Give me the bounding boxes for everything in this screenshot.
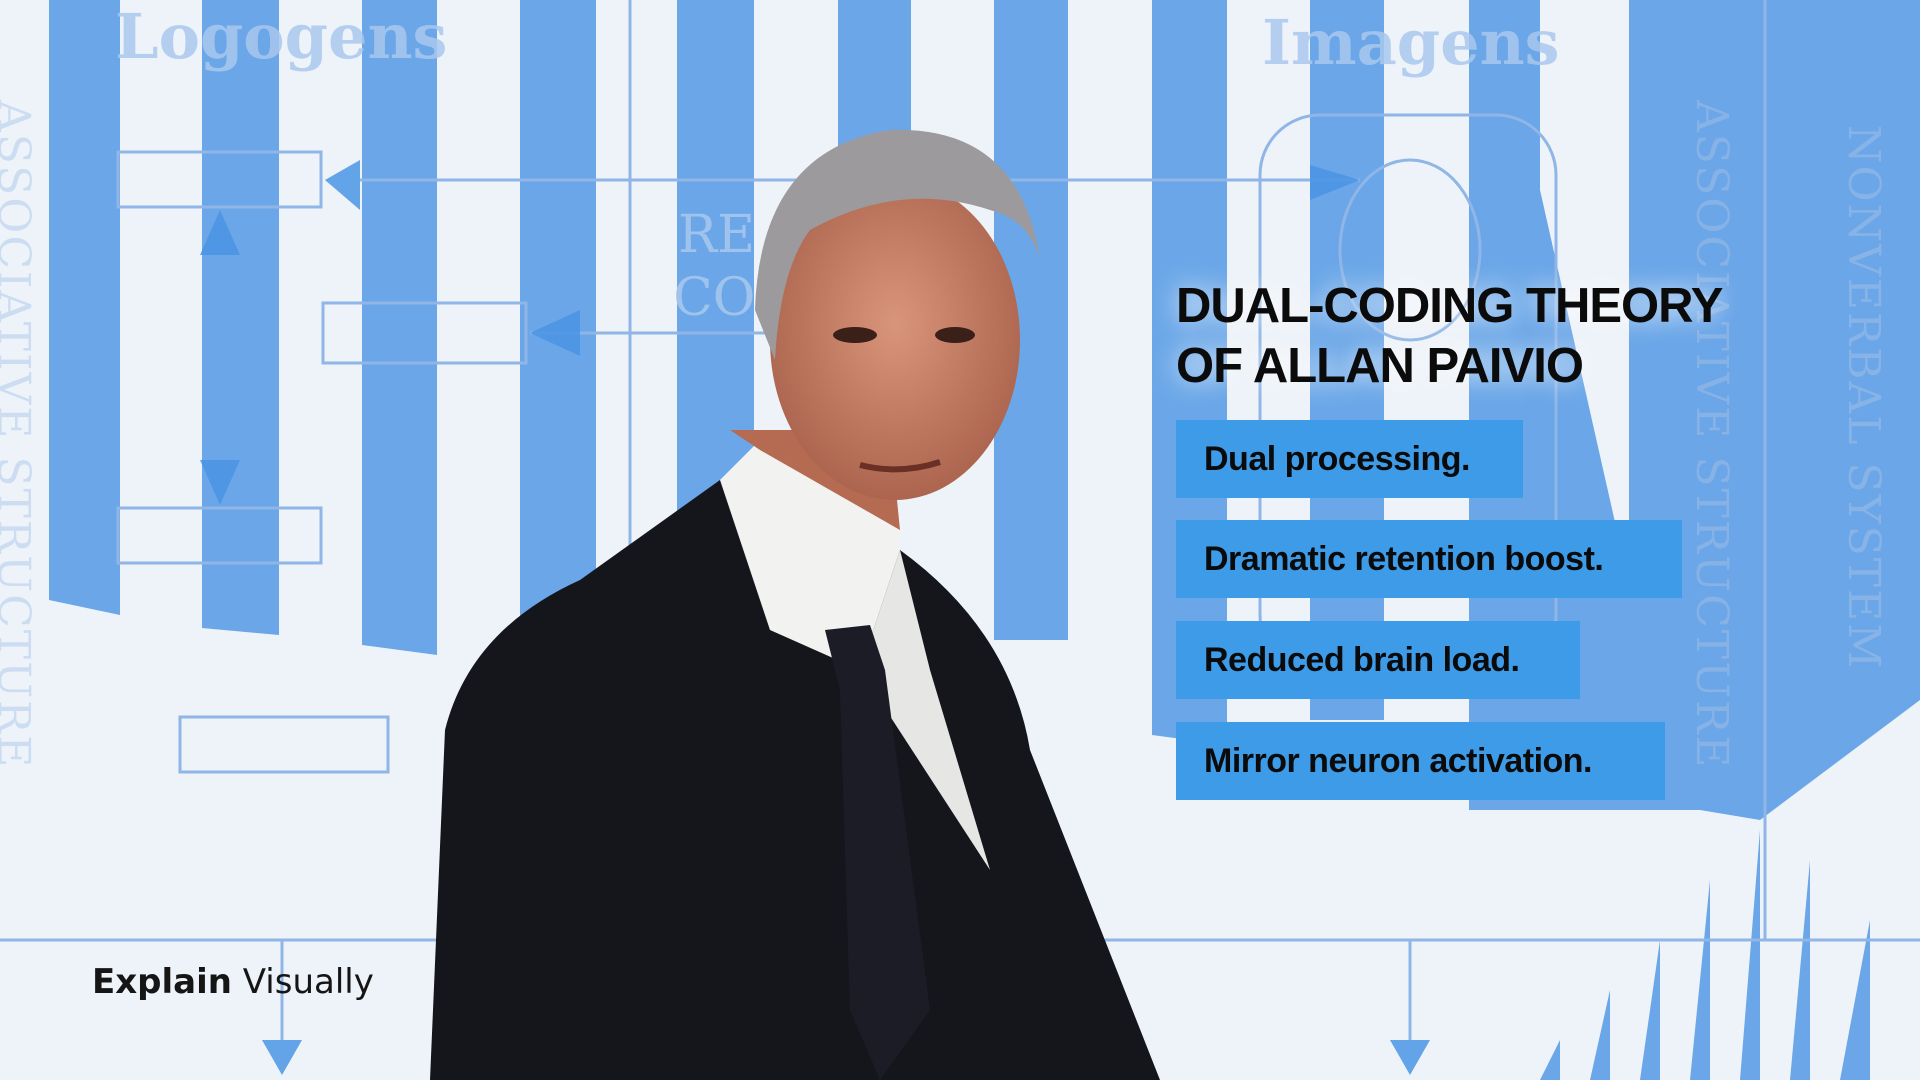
bg-vertical-label-left: ASSOCIATIVE STRUCTURE <box>0 100 39 770</box>
bg-label-co: CO <box>673 268 756 328</box>
bg-label-re: RE <box>678 205 756 265</box>
title-line-1: DUAL-CODING THEORY <box>1176 279 1723 333</box>
logo-word-visually: Visually <box>242 962 374 1002</box>
point-dual-processing: Dual processing. <box>1176 420 1523 498</box>
title-line-2: OF ALLAN PAIVIO <box>1176 339 1584 393</box>
logo-word-explain: Explain <box>92 962 232 1002</box>
slide-title: DUAL-CODING THEORY OF ALLAN PAIVIO <box>1176 276 1723 396</box>
point-retention-boost: Dramatic retention boost. <box>1176 520 1682 598</box>
bg-label-imagens: Imagens <box>1262 6 1560 79</box>
explain-visually-logo: Explain Visually <box>92 962 374 1002</box>
bg-vertical-label-nonverbal: NONVERBAL SYSTEM <box>1838 125 1889 671</box>
portrait-photo <box>430 129 1160 1080</box>
point-reduced-brain-load: Reduced brain load. <box>1176 621 1580 699</box>
bg-vertical-label-right: ASSOCIATIVE STRUCTURE <box>1686 100 1737 770</box>
bg-label-logogens: Logogens <box>115 0 448 73</box>
point-mirror-neuron: Mirror neuron activation. <box>1176 722 1665 800</box>
